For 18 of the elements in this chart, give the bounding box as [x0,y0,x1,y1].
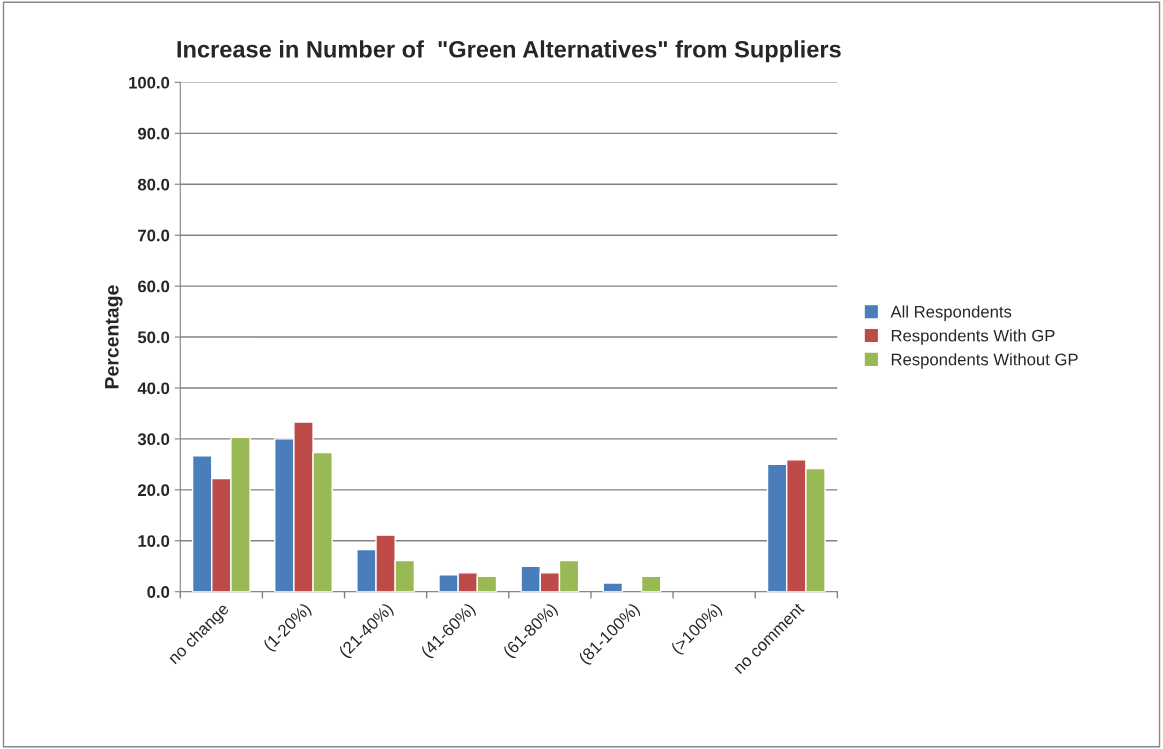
legend-label: Respondents Without GP [891,353,1078,369]
y-tick-label: 80.0 [137,178,170,191]
legend-label: Respondents With GP [891,329,1055,345]
y-tick-label: 60.0 [138,280,170,293]
y-tick-label: 70.0 [138,229,170,242]
y-tick-label: 40.0 [137,382,170,395]
y-tick-label: 10.0 [138,535,170,547]
y-tick-label: 20.0 [137,484,170,497]
y-tick-label: 30.0 [137,433,170,446]
y-tick-label: 90.0 [137,127,170,140]
chart-title: Increase in Number of "Green Alternatives" from Suppliers [177,40,841,63]
legend-label: All Respondents [890,305,1012,321]
bar [602,582,624,592]
y-axis-title: Percentage [105,285,123,389]
y-tick-label: 100.0 [129,76,170,89]
bar [640,575,662,592]
y-tick-label: 50.0 [137,331,170,344]
y-tick-label: 0.0 [147,586,170,598]
